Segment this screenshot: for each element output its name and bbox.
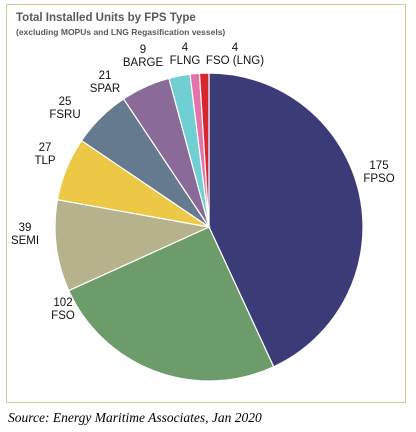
slice-label-semi: 39 SEMI [11,222,39,247]
pie-slice-fso [67,226,275,382]
slice-label-tlp: 27 TLP [34,142,55,167]
chart-subtitle: (excluding MOPUs and LNG Regasification … [16,27,226,37]
slice-label-fso: 102 FSO [51,297,75,322]
pie-slice-fso-lng [198,72,210,228]
slice-label-flng: 4 FLNG [170,42,201,67]
chart-frame: Total Installed Units by FPS Type (exclu… [6,4,406,403]
slice-label-spar: 21 SPAR [90,70,120,95]
chart-title: Total Installed Units by FPS Type [16,12,196,24]
pie-slice-semi [54,199,212,292]
source-note: Source: Energy Maritime Associates, Jan … [8,410,262,425]
slice-label-fsru: 25 FSRU [49,96,80,121]
slice-label-fpso: 175 FPSO [363,160,394,185]
pie-slice-fpso [208,72,364,368]
slice-label-barge: 9 BARGE [123,44,164,69]
slice-label-fso-lng: 4 FSO (LNG) [206,42,264,67]
